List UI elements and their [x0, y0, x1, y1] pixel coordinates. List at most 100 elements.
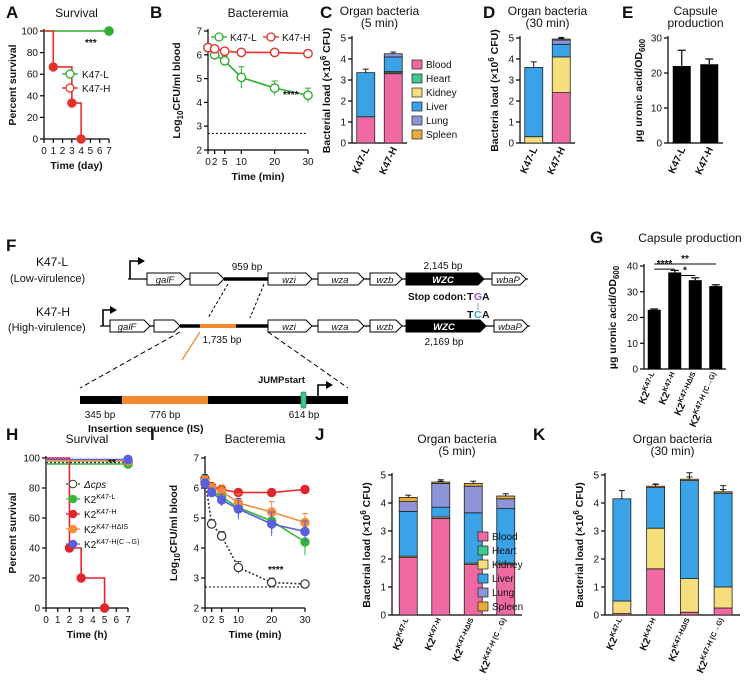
y-tick-label: 6 [196, 50, 202, 61]
y-axis-label: Bacterial load (×106 CFU) [319, 28, 333, 153]
y-tick-label: 0 [340, 139, 346, 150]
y-tick-label: 4 [196, 98, 202, 109]
panel-d: 0 1 2 3 4 5 Bacteria load (×106 CFU) Organ bact… [487, 4, 588, 176]
y-axis-label: Bacterial load (×106 CFU) [359, 482, 373, 607]
legend-swatch-blood [411, 59, 423, 70]
chart-title: Organ bacteria [340, 4, 420, 18]
k47-h-wzc-gene [405, 319, 487, 333]
chart-title: Organ bacteria [417, 432, 497, 446]
y-axis-label: µg uronic acid/OD600 [633, 38, 647, 142]
k47-h-strain-sub: (High-virulence) [8, 322, 86, 334]
chart-subtitle: (30 min) [650, 444, 694, 458]
category-label: K47-L [519, 146, 541, 176]
k47-l-wbap-gene [491, 272, 527, 286]
panel-letter-k: K [533, 425, 546, 444]
survival-point [104, 26, 114, 36]
y-tick-label: 0 [508, 139, 514, 150]
legend-label-blood: Blood [492, 532, 518, 543]
chart-subtitle: production [667, 16, 723, 30]
category-label: K2K47-H (C→G) [693, 616, 731, 675]
zoom-bp-776: 776 bp [150, 410, 181, 421]
bar-segment-liver [612, 498, 632, 602]
y-axis-label: Log10CFU/ml blood [168, 485, 182, 581]
legend-label: K2K47-H [84, 507, 117, 521]
panel-letter-j: J [315, 425, 324, 444]
data-point [233, 504, 244, 514]
legend-label: K2K47-L [84, 492, 115, 506]
chart-title: Bacteremia [225, 432, 286, 446]
y-tick-label: 4 [593, 499, 599, 510]
survival-point [76, 134, 86, 144]
x-axis-label: Time (min) [229, 629, 282, 641]
y-tick-label: 40 [29, 544, 41, 555]
k47-l-gap-bp: 959 bp [232, 262, 263, 273]
k47-l-strain-label: K47-L [36, 255, 68, 269]
k47-h-orf-gene [153, 319, 181, 333]
category-label: K2K47-HΔIS [448, 616, 480, 663]
panel-g: 0 10 20 30 40 µg uronic acid/OD600 Capsule pro… [607, 231, 742, 429]
legend-label-heart: Heart [426, 74, 451, 85]
y-tick-label: 3 [193, 574, 199, 585]
chart-title: Survival [55, 6, 98, 20]
category-label: K2K47-H [635, 616, 662, 652]
legend-swatch-spleen [477, 601, 489, 612]
y-axis-label: Bacterial load (×106 CFU) [572, 482, 586, 607]
x-tick-label: 10 [233, 615, 245, 626]
k47-l-wzb-gene [369, 272, 403, 286]
legend-swatch-liver [411, 101, 423, 112]
k47-h-wzc-bp: 2,169 bp [425, 337, 464, 348]
bar-segment-blood [646, 568, 666, 616]
bar-segment-lung [551, 39, 571, 45]
bar-segment-blood [398, 557, 418, 616]
x-tick-label: 2 [67, 615, 73, 626]
bar-segment-kidney [679, 578, 699, 613]
x-tick-label: 5 [102, 615, 108, 626]
data-point [236, 72, 247, 83]
category-label: K2K47-L [388, 616, 415, 652]
codon-l-a: A [482, 291, 490, 303]
survival-point [48, 62, 58, 72]
legend-swatch-kidney [411, 87, 423, 98]
y-tick-label: 4 [340, 55, 346, 66]
category-label: K2K47-H [421, 616, 448, 652]
panel-letter-c: C [320, 3, 332, 22]
legend-marker [214, 32, 224, 42]
bar-segment-liver [551, 43, 571, 58]
data-point [269, 83, 280, 94]
x-axis-label: Time (h) [67, 629, 108, 641]
bar-segment-spleen [679, 478, 699, 482]
k47-l-galf-gene [146, 272, 187, 286]
panel-k: 0 1 2 3 4 5 Bacterial load (×106 CFU) Organ bac… [572, 432, 740, 675]
survival-point [99, 603, 110, 613]
significance-annotation: **** [283, 90, 299, 101]
significance-annotation: **** [268, 565, 284, 576]
panel-e: 0 10 20 30 µg uronic acid/OD600 Capsuleproduc… [633, 4, 724, 176]
category-label: K47-H [378, 146, 400, 177]
zoom-bp-614: 614 bp [289, 410, 320, 421]
stop-codon-label: Stop codon: [408, 292, 466, 303]
legend-marker [68, 524, 78, 534]
bar-segment-lung [398, 501, 418, 512]
k47-l-wzi-gene [267, 272, 313, 286]
codon-l-t: T [467, 291, 474, 303]
legend-swatch-lung [477, 587, 489, 598]
y-tick-label: 30 [651, 34, 663, 45]
data-point [206, 487, 217, 498]
y-tick-label: 20 [27, 113, 39, 124]
bar [672, 66, 691, 143]
survival-line-2 [46, 457, 106, 608]
y-tick-label: 3 [196, 122, 202, 133]
k47-h-galf-label: galF [118, 322, 138, 333]
bar [709, 286, 723, 369]
x-tick-label: 10 [236, 157, 248, 168]
significance-annotation: *** [85, 38, 97, 49]
data-point [300, 526, 310, 537]
bar-segment-liver [356, 72, 376, 118]
bar-segment-spleen [551, 38, 571, 41]
zoom-bp-345: 345 bp [85, 410, 116, 421]
codon-h-a: A [482, 309, 490, 321]
x-tick-label: 2 [212, 157, 218, 168]
